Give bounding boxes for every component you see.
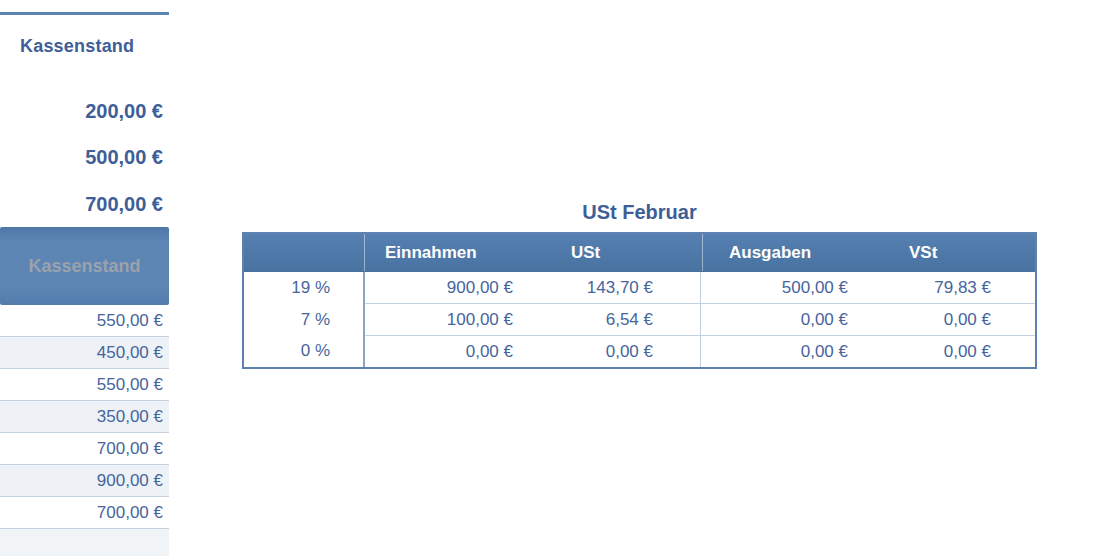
table-row: 0,00 € 0,00 € 0,00 € 0,00 € — [365, 336, 1035, 367]
tax-rate-label-column: 19 % 7 % 0 % — [244, 272, 365, 367]
vst-cell[interactable]: 0,00 € — [869, 336, 1035, 367]
ausgaben-cell[interactable]: 0,00 € — [700, 304, 869, 335]
ust-table-header-row: Einnahmen USt Ausgaben VSt — [244, 234, 1035, 272]
einnahmen-cell[interactable]: 0,00 € — [365, 336, 532, 367]
table-row[interactable]: 550,00 € — [0, 369, 169, 401]
vst-cell[interactable]: 0,00 € — [869, 304, 1035, 335]
ust-table: Einnahmen USt Ausgaben VSt 19 % 7 % 0 % … — [242, 232, 1037, 369]
einnahmen-cell[interactable]: 900,00 € — [365, 272, 532, 303]
header-cell-vst[interactable]: VSt — [871, 234, 1035, 271]
kassenstand-summary-title[interactable]: Kassenstand — [20, 36, 134, 57]
table-row[interactable]: 550,00 € — [0, 305, 169, 337]
section-divider-rule — [0, 12, 169, 15]
header-cell-ausgaben[interactable]: Ausgaben — [702, 234, 871, 271]
summary-value-cell[interactable]: 700,00 € — [0, 193, 163, 216]
ust-table-title[interactable]: USt Februar — [242, 201, 1037, 224]
tax-rate-cell[interactable]: 7 % — [244, 304, 363, 336]
table-row[interactable]: 700,00 € — [0, 497, 169, 529]
summary-value-cell[interactable]: 200,00 € — [0, 100, 163, 123]
tax-rate-cell[interactable]: 0 % — [244, 335, 363, 367]
ust-table-values: 900,00 € 143,70 € 500,00 € 79,83 € 100,0… — [365, 272, 1035, 367]
table-row: 900,00 € 143,70 € 500,00 € 79,83 € — [365, 272, 1035, 304]
ust-cell[interactable]: 0,00 € — [532, 336, 700, 367]
kassenstand-value-list: 550,00 € 450,00 € 550,00 € 350,00 € 700,… — [0, 305, 169, 556]
ust-table-body: 19 % 7 % 0 % 900,00 € 143,70 € 500,00 € … — [244, 272, 1035, 367]
einnahmen-cell[interactable]: 100,00 € — [365, 304, 532, 335]
ausgaben-cell[interactable]: 0,00 € — [700, 336, 869, 367]
table-row[interactable]: 350,00 € — [0, 401, 169, 433]
table-row[interactable]: 700,00 € — [0, 433, 169, 465]
table-row-empty[interactable] — [0, 529, 169, 556]
table-row[interactable]: 450,00 € — [0, 337, 169, 369]
table-row: 100,00 € 6,54 € 0,00 € 0,00 € — [365, 304, 1035, 336]
spreadsheet-canvas: Kassenstand 200,00 € 500,00 € 700,00 € K… — [0, 0, 1100, 556]
ust-cell[interactable]: 6,54 € — [532, 304, 700, 335]
header-cell-einnahmen[interactable]: Einnahmen — [365, 234, 534, 271]
ausgaben-cell[interactable]: 500,00 € — [700, 272, 869, 303]
ust-cell[interactable]: 143,70 € — [532, 272, 700, 303]
vst-cell[interactable]: 79,83 € — [869, 272, 1035, 303]
summary-value-cell[interactable]: 500,00 € — [0, 146, 163, 169]
kassenstand-column-header[interactable]: Kassenstand — [0, 227, 169, 305]
table-row[interactable]: 900,00 € — [0, 465, 169, 497]
header-cell-ust[interactable]: USt — [534, 234, 702, 271]
tax-rate-cell[interactable]: 19 % — [244, 272, 363, 304]
header-cell-empty[interactable] — [244, 234, 365, 271]
